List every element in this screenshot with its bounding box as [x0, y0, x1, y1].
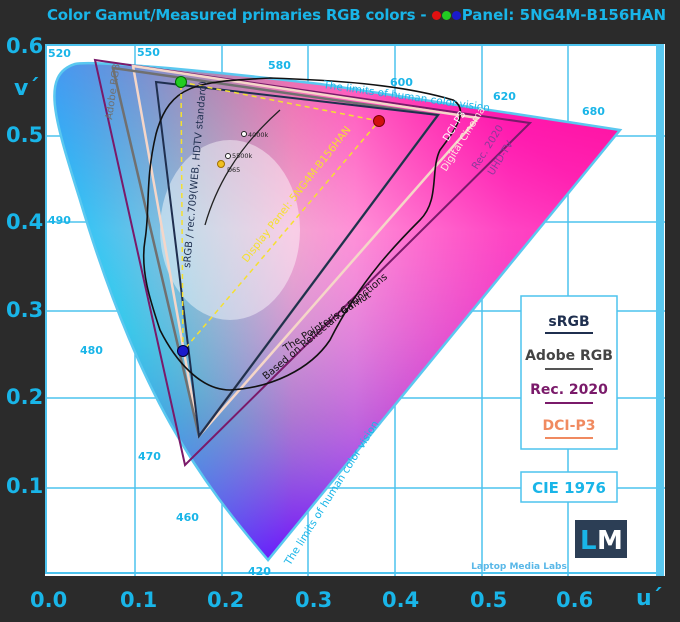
y-tick: 0.2: [6, 385, 44, 409]
svg-text:420: 420: [248, 565, 271, 576]
x-tick: 0.4: [382, 588, 420, 612]
wp-5500k-marker: [225, 153, 231, 159]
svg-text:490: 490: [48, 214, 71, 227]
legend-rec2020: Rec. 2020: [530, 382, 608, 398]
svg-text:M: M: [597, 526, 623, 556]
y-tick: 0.1: [6, 474, 44, 498]
x-tick: 0.1: [120, 588, 158, 612]
legend: sRGB Adobe RGB Rec. 2020 DCI-P3: [520, 295, 618, 450]
blue-dot-icon: [452, 11, 462, 20]
red-dot-icon: [432, 11, 442, 20]
y-axis-label: v´: [14, 76, 40, 101]
x-tick: 0.0: [30, 588, 68, 612]
svg-text:L: L: [580, 526, 597, 556]
display-triangle: [180, 81, 381, 354]
svg-text:4000k: 4000k: [248, 131, 269, 139]
srgb-triangle: [154, 80, 440, 439]
watermark: Laptop Media Labs: [471, 562, 567, 572]
svg-text:620: 620: [493, 90, 516, 103]
svg-text:600: 600: [390, 76, 413, 89]
x-tick: 0.5: [470, 588, 508, 612]
y-tick: 0.5: [6, 123, 44, 147]
svg-text:460: 460: [176, 511, 199, 524]
lm-logo: L M: [575, 520, 627, 558]
green-primary-point: [175, 76, 187, 88]
svg-text:480: 480: [80, 344, 103, 357]
wp-d65-marker: [217, 160, 225, 168]
chromaticity-plot: 520 550 580 600 620 680 490 480 470 460 …: [45, 44, 665, 576]
svg-text:5500k: 5500k: [232, 152, 253, 160]
svg-text:D65: D65: [227, 166, 240, 174]
red-primary-point: [373, 115, 385, 127]
legend-dcip3: DCI-P3: [543, 418, 596, 434]
green-dot-icon: [442, 11, 452, 20]
pointers-gamut: [142, 77, 462, 391]
planckian-locus: [204, 109, 281, 226]
svg-text:550: 550: [137, 46, 160, 59]
svg-text:680: 680: [582, 105, 605, 118]
legend-srgb: sRGB: [548, 314, 589, 330]
legend-adobe: Adobe RGB: [525, 348, 613, 364]
dcip3-triangle: [131, 64, 481, 439]
x-tick: 0.3: [295, 588, 333, 612]
y-tick: 0.4: [6, 210, 44, 234]
y-tick: 0.6: [6, 34, 44, 58]
panel-label: Panel: 5NG4M-B156HAN: [461, 6, 666, 24]
wavelength-labels: 520 550 580 600 620 680 490 480 470 460 …: [48, 46, 605, 576]
y-tick: 0.3: [6, 298, 44, 322]
blue-primary-point: [177, 345, 189, 357]
x-tick: 0.6: [556, 588, 594, 612]
x-axis-label: u´: [636, 586, 663, 611]
x-tick: 0.2: [207, 588, 245, 612]
svg-text:580: 580: [268, 59, 291, 72]
title-text: Color Gamut/Measured primaries RGB color…: [47, 6, 427, 24]
svg-text:470: 470: [138, 450, 161, 463]
chart-title: Color Gamut/Measured primaries RGB color…: [47, 6, 462, 24]
svg-text:520: 520: [48, 47, 71, 60]
svg-text:CIE 1976: CIE 1976: [532, 479, 606, 497]
color-space-box: CIE 1976: [520, 471, 618, 503]
wp-4000k-marker: [241, 131, 247, 137]
